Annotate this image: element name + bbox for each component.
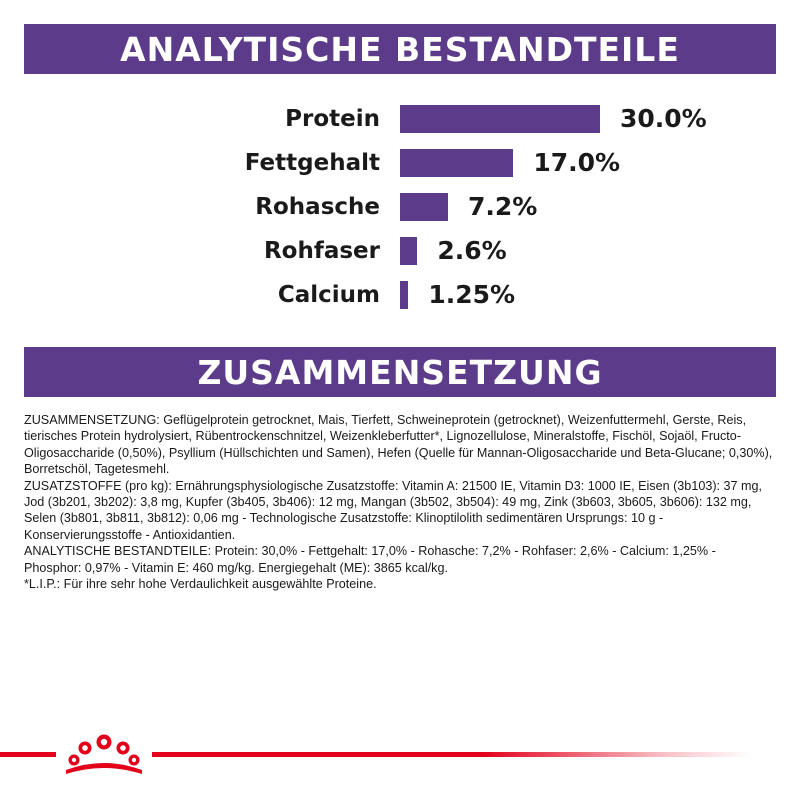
footer-red-line-right: [152, 752, 752, 757]
nutrient-row: Calcium 1.25%: [0, 278, 800, 312]
composition-paragraph-ingredients: ZUSAMMENSETZUNG: Geflügelprotein getrock…: [24, 413, 773, 477]
nutrient-label: Protein: [285, 106, 380, 132]
composition-title: ZUSAMMENSETZUNG: [197, 352, 603, 392]
composition-paragraph-additives: ZUSATZSTOFFE (pro kg): Ernährungsphysiol…: [24, 478, 763, 542]
nutrient-value: 7.2%: [468, 192, 538, 221]
nutrient-label: Calcium: [277, 282, 380, 308]
composition-text: ZUSAMMENSETZUNG: Geflügelprotein getrock…: [24, 412, 776, 592]
composition-paragraph-footnote: *L.I.P.: Für ihre sehr hohe Verdaulichke…: [24, 577, 377, 592]
nutrient-row: Rohasche 7.2%: [0, 190, 800, 224]
nutrient-row: Fettgehalt 17.0%: [0, 146, 800, 180]
nutrient-bar: [400, 237, 418, 265]
nutrient-row: Protein 30.0%: [0, 102, 800, 136]
nutrient-value: 30.0%: [620, 104, 707, 133]
nutrient-value: 1.25%: [428, 280, 516, 309]
nutrient-label: Rohasche: [255, 194, 380, 220]
analysis-header: ANALYTISCHE BESTANDTEILE: [24, 24, 776, 74]
analysis-title: ANALYTISCHE BESTANDTEILE: [120, 29, 680, 69]
nutrient-bar: [400, 105, 600, 133]
nutrient-bar: [400, 281, 409, 309]
royal-canin-crown-icon: [66, 734, 142, 774]
nutrient-value: 17.0%: [533, 148, 621, 177]
nutrient-value: 2.6%: [437, 236, 507, 265]
composition-paragraph-analysis: ANALYTISCHE BESTANDTEILE: Protein: 30,0%…: [24, 544, 716, 575]
nutrient-bar: [400, 193, 448, 221]
nutrient-bar-chart: Protein 30.0% Fettgehalt 17.0% Rohasche 7.2% R…: [0, 98, 800, 318]
nutrient-label: Fettgehalt: [244, 150, 380, 176]
nutrient-label: Rohfaser: [263, 238, 380, 264]
nutrient-bar: [400, 149, 514, 177]
footer-brand-strip: [0, 720, 800, 780]
footer-red-line-left: [0, 752, 56, 757]
composition-header: ZUSAMMENSETZUNG: [24, 347, 776, 397]
nutrient-row: Rohfaser 2.6%: [0, 234, 800, 268]
